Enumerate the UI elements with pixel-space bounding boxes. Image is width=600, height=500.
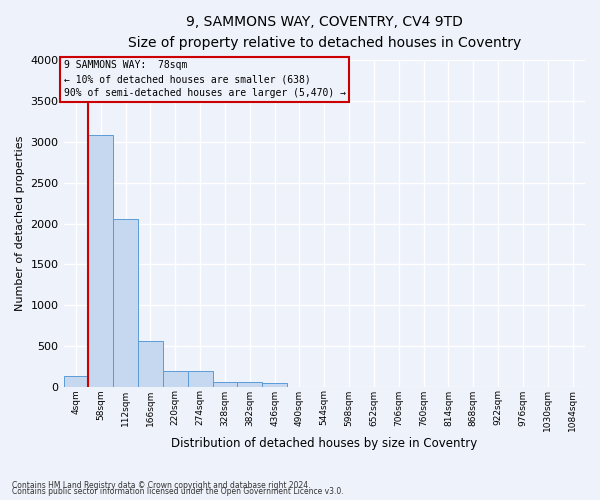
Y-axis label: Number of detached properties: Number of detached properties [15,136,25,311]
Bar [212,382,238,386]
Bar [138,341,163,386]
Title: 9, SAMMONS WAY, COVENTRY, CV4 9TD
Size of property relative to detached houses i: 9, SAMMONS WAY, COVENTRY, CV4 9TD Size o… [128,15,521,50]
Bar [188,372,212,386]
Bar [163,372,188,386]
Bar [238,382,262,386]
Bar [88,136,113,386]
Bar [113,218,138,386]
Text: Contains HM Land Registry data © Crown copyright and database right 2024.: Contains HM Land Registry data © Crown c… [12,481,311,490]
Text: 9 SAMMONS WAY:  78sqm
← 10% of detached houses are smaller (638)
90% of semi-det: 9 SAMMONS WAY: 78sqm ← 10% of detached h… [64,60,346,98]
Text: Contains public sector information licensed under the Open Government Licence v3: Contains public sector information licen… [12,487,344,496]
Bar [64,376,88,386]
X-axis label: Distribution of detached houses by size in Coventry: Distribution of detached houses by size … [171,437,478,450]
Bar [262,383,287,386]
